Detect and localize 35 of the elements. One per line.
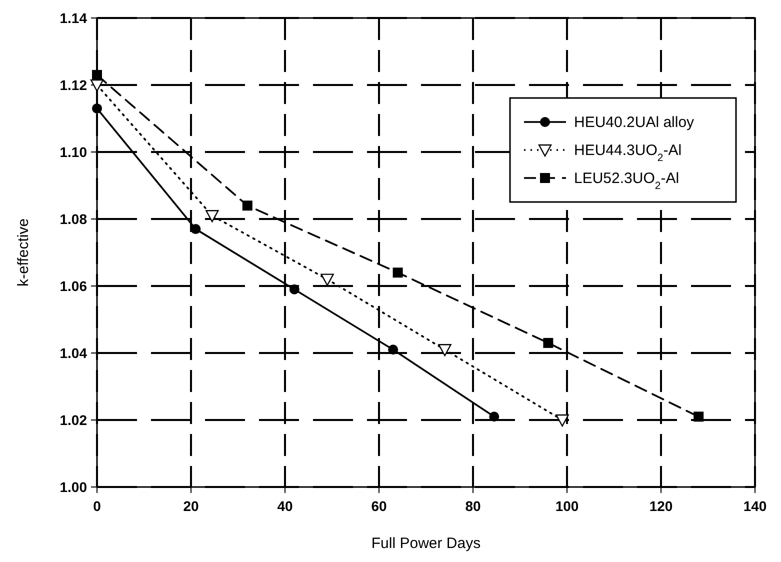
- y-tick-label: 1.06: [60, 278, 88, 294]
- point: [438, 344, 452, 356]
- y-tick-label: 1.14: [60, 10, 88, 26]
- point: [289, 284, 300, 294]
- y-tick-label: 1.10: [60, 144, 88, 160]
- point: [92, 103, 102, 114]
- legend-label: HEU44.3UO$_{2}$-Al: [574, 142, 682, 164]
- point: [190, 224, 201, 234]
- legend-label: HEU40.2UAl alloy: [574, 114, 695, 131]
- y-axis-title: k-effective: [15, 218, 32, 287]
- y-tick-label: 1.12: [60, 77, 88, 93]
- x-tick-label: 40: [277, 498, 293, 514]
- x-tick-label: 140: [743, 498, 767, 514]
- x-tick-label: 80: [465, 498, 481, 514]
- point: [392, 268, 403, 278]
- x-axis-title: Full Power Days: [371, 535, 481, 552]
- point: [694, 412, 704, 422]
- x-tick-label: 60: [371, 498, 387, 514]
- y-tick-label: 1.02: [60, 412, 88, 428]
- point: [320, 274, 334, 286]
- legend-label: LEU52.3UO$_{2}$-Al: [574, 170, 680, 192]
- point: [543, 338, 554, 348]
- point: [489, 412, 500, 422]
- point: [206, 210, 219, 222]
- point: [388, 344, 398, 355]
- point: [92, 70, 102, 80]
- y-tick-label: 1.00: [60, 479, 88, 495]
- x-tick-label: 0: [93, 498, 102, 514]
- point: [556, 414, 569, 427]
- x-tick-label: 120: [649, 498, 673, 514]
- y-tick-label: 1.08: [60, 211, 88, 227]
- y-tick-label: 1.04: [60, 345, 88, 361]
- x-tick-label: 100: [555, 498, 579, 514]
- point: [242, 200, 252, 211]
- x-tick-label: 20: [183, 498, 199, 514]
